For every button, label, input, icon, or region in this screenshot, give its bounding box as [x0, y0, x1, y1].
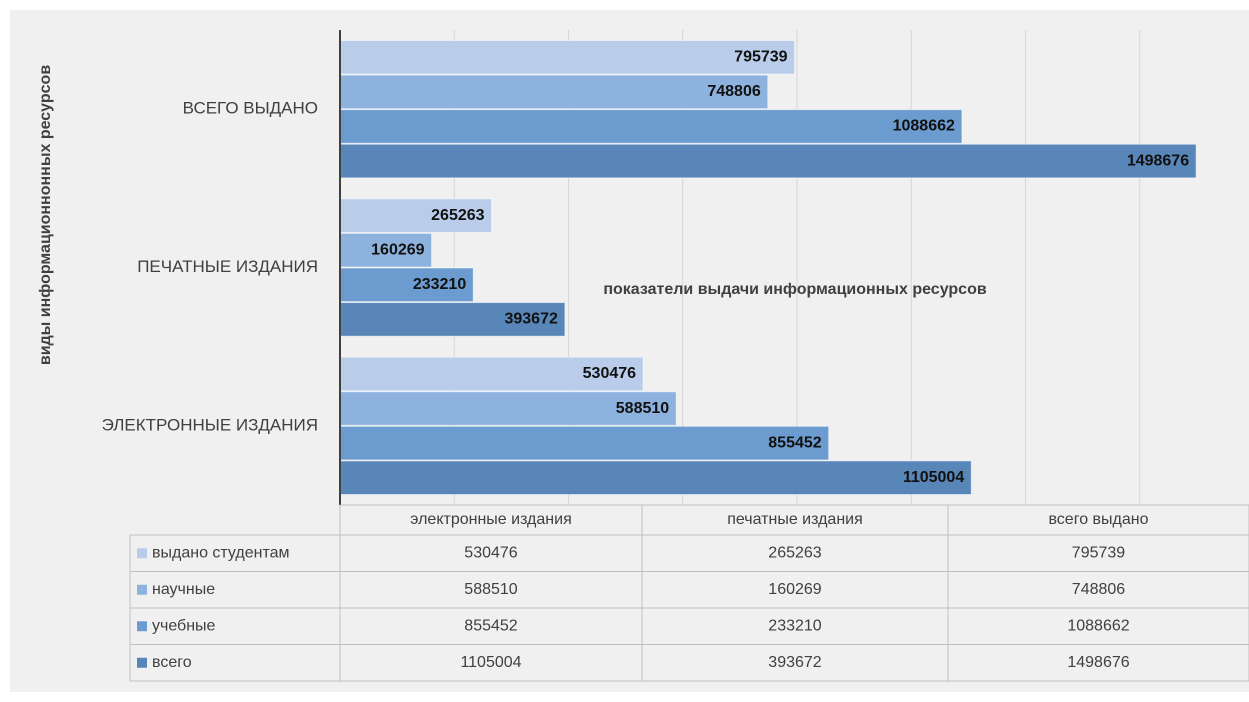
- legend-label: учебные: [152, 617, 216, 634]
- annotation: показатели выдачи информационных ресурсо…: [603, 281, 987, 298]
- data-label: 393672: [504, 311, 557, 328]
- table-cell: 748806: [1072, 581, 1125, 598]
- y-tick-label: ПЕЧАТНЫЕ ИЗДАНИЯ: [137, 257, 318, 276]
- data-label: 1088662: [893, 118, 955, 135]
- table-cell: 1088662: [1067, 617, 1129, 634]
- y-tick-label: ЭЛЕКТРОННЫЕ ИЗДАНИЯ: [102, 415, 318, 434]
- table-cell: 233210: [768, 617, 821, 634]
- table-cell: 530476: [464, 544, 517, 561]
- table-column-header: всего выдано: [1048, 511, 1148, 528]
- table-cell: 1498676: [1067, 654, 1129, 671]
- legend-key: [137, 584, 147, 595]
- table-cell: 393672: [768, 654, 821, 671]
- data-label: 855452: [768, 434, 821, 451]
- bar: [339, 232, 433, 268]
- table-column-header: электронные издания: [410, 511, 571, 528]
- bar: [339, 425, 830, 461]
- data-label: 265263: [431, 207, 484, 224]
- legend-key: [137, 621, 147, 632]
- legend-label: научные: [152, 581, 215, 598]
- data-label: 1498676: [1127, 152, 1189, 169]
- data-label: 795739: [734, 49, 787, 66]
- bar: [339, 74, 769, 110]
- bar: [339, 267, 474, 303]
- data-label: 588510: [616, 400, 669, 417]
- bar: [339, 109, 963, 144]
- y-tick-label: ВСЕГО ВЫДАНО: [183, 99, 318, 118]
- bar: [339, 302, 566, 337]
- legend-label: всего: [152, 654, 192, 671]
- legend-key: [137, 657, 147, 668]
- data-label: 233210: [413, 276, 466, 293]
- legend-key: [137, 548, 147, 559]
- y-axis-label: виды информационнонных ресурсов: [37, 65, 54, 365]
- data-label: 1105004: [903, 469, 965, 486]
- data-label: 160269: [371, 241, 424, 258]
- data-label: 748806: [707, 83, 760, 100]
- bar: [339, 143, 1197, 179]
- bar: [339, 356, 644, 392]
- table-column-header: печатные издания: [727, 511, 863, 528]
- table-cell: 855452: [464, 617, 517, 634]
- bar: [339, 40, 796, 75]
- table-cell: 795739: [1072, 544, 1125, 561]
- table-cell: 160269: [768, 581, 821, 598]
- table-cell: 1105004: [460, 654, 521, 671]
- legend-label: выдано студентам: [152, 544, 290, 561]
- bar: [339, 460, 972, 495]
- table-cell: 588510: [464, 581, 517, 598]
- bar: [339, 391, 677, 426]
- data-label: 530476: [583, 365, 636, 382]
- table-cell: 265263: [768, 544, 821, 561]
